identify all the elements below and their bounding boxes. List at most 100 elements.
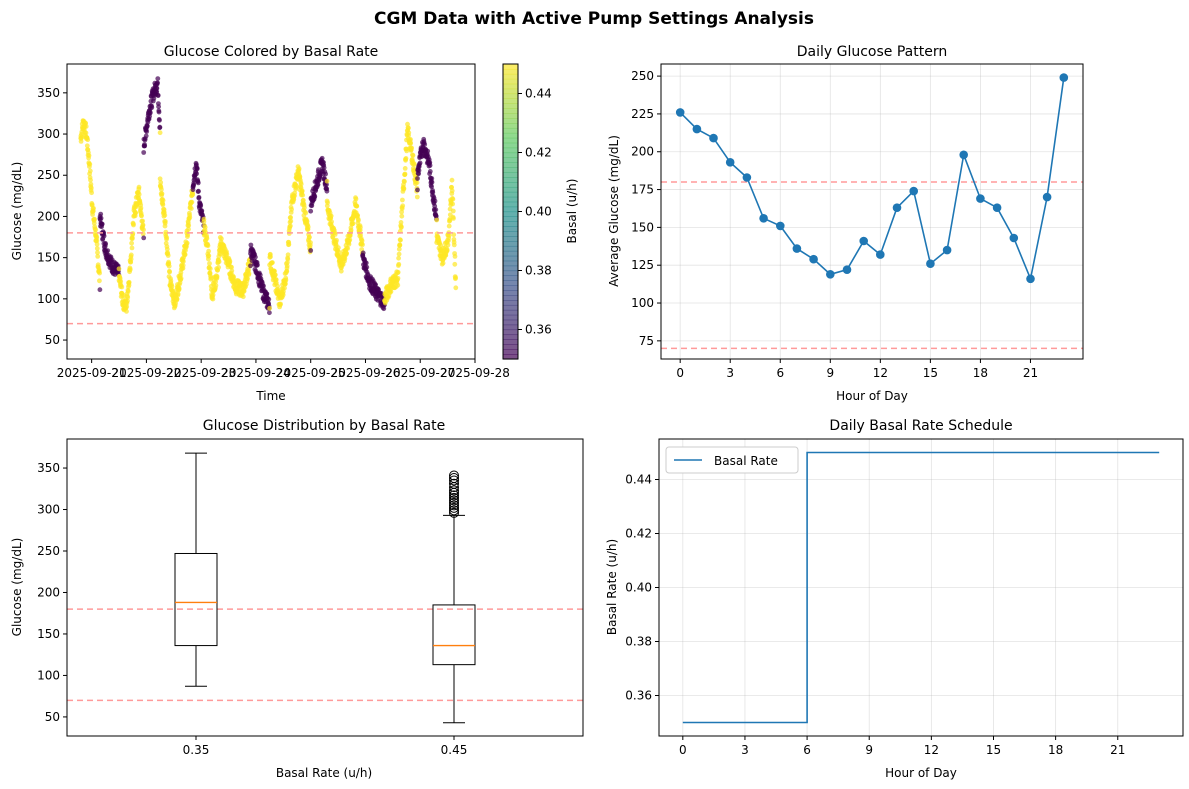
data-point (976, 194, 985, 203)
scatter-point (417, 160, 423, 166)
scatter-point (85, 137, 91, 143)
scatter-point (396, 246, 402, 252)
data-point (692, 124, 702, 134)
scatter-point (159, 191, 165, 197)
scatter-point (157, 176, 163, 182)
x-tick-label: 0.35 (183, 743, 210, 757)
scatter-point (166, 263, 172, 269)
scatter-point (257, 272, 263, 278)
scatter-point (156, 104, 162, 110)
scatter-point (151, 96, 157, 101)
scatter-point (415, 176, 420, 181)
scatter-point (139, 213, 144, 219)
scatter-point (414, 194, 420, 200)
colorbar-tick-label: 0.36 (525, 323, 552, 337)
x-tick-label: 3 (726, 366, 734, 380)
scatter-point (88, 177, 93, 183)
scatter-point (410, 153, 416, 158)
y-tick-label: 50 (45, 710, 60, 724)
colorbar-band (503, 64, 518, 70)
scatter-point (199, 208, 205, 214)
scatter-point (338, 268, 344, 274)
scatter-point (144, 123, 150, 129)
scatter-point (261, 283, 266, 289)
scatter-point (144, 129, 150, 134)
scatter-point (396, 261, 402, 267)
data-point (1009, 233, 1019, 243)
colorbar-band (503, 329, 518, 336)
y-tick-label: 250 (37, 168, 60, 182)
x-tick-label: 21 (1110, 743, 1125, 757)
scatter-point (444, 248, 450, 253)
y-tick-label: 75 (639, 334, 654, 348)
scatter-point (174, 296, 180, 302)
x-tick-label: 2025-09-24 (221, 366, 291, 380)
scatter-point (129, 245, 135, 251)
scatter-point (315, 182, 321, 188)
scatter-point (451, 216, 456, 221)
data-point (992, 203, 1002, 212)
scatter-point (321, 165, 327, 171)
x-tick-label: 12 (924, 743, 939, 757)
data-point (876, 250, 885, 259)
box-iqr (174, 552, 218, 647)
scatter-point (453, 275, 458, 281)
x-tick-label: 6 (803, 743, 811, 757)
scatter-point (398, 220, 404, 225)
colorbar-band (503, 113, 518, 119)
scatter-point (399, 224, 404, 230)
scatter-point (128, 256, 134, 262)
scatter-point (450, 196, 456, 202)
scatter-point (182, 252, 188, 257)
x-tick-label: 15 (923, 366, 938, 380)
colorbar-band (503, 280, 518, 286)
scatter-point (194, 171, 200, 177)
scatter-point (105, 248, 111, 254)
x-tick-label: 9 (826, 366, 834, 380)
scatter-point (397, 242, 403, 248)
scatter-ylabel: Glucose (mg/dL) (10, 162, 24, 261)
x-tick-label: 0.45 (441, 743, 468, 757)
x-tick-label: 2025-09-22 (112, 366, 182, 380)
x-tick-label: 2025-09-23 (166, 366, 236, 380)
y-tick-label: 100 (37, 292, 60, 306)
x-tick-label: 0 (679, 743, 687, 757)
scatter-point (286, 242, 292, 247)
series-line (679, 77, 1065, 282)
data-point (776, 221, 785, 231)
scatter-point (84, 143, 90, 149)
scatter-point (402, 179, 407, 185)
colorbar-band (503, 265, 518, 272)
colorbar-band (503, 250, 518, 257)
scatter-point (97, 270, 102, 276)
scatter-point (219, 236, 224, 242)
x-tick-label: 2025-09-27 (385, 366, 455, 380)
data-point (709, 133, 718, 143)
scatter-point (87, 168, 93, 174)
axes-frame (66, 438, 584, 737)
x-tick-label: 2025-09-26 (331, 366, 401, 380)
figure-suptitle: CGM Data with Active Pump Settings Analy… (374, 9, 814, 29)
scatter-point (149, 105, 155, 110)
line-xlabel: Hour of Day (836, 389, 908, 403)
scatter-point (103, 241, 108, 247)
colorbar-band (503, 255, 518, 262)
scatter-point (402, 166, 408, 171)
colorbar-band (503, 93, 518, 100)
scatter-point (451, 242, 457, 248)
scatter-point (427, 163, 433, 168)
scatter-point (83, 124, 89, 129)
scatter-point (452, 261, 458, 267)
scatter-point (241, 288, 247, 294)
colorbar-band (503, 304, 518, 311)
scatter-point (307, 234, 312, 240)
colorbar-band (503, 88, 518, 95)
scatter-point (360, 250, 366, 256)
x-tick-label: 3 (741, 743, 749, 757)
y-tick-label: 350 (37, 461, 60, 475)
colorbar-band (503, 241, 518, 247)
scatter-point (403, 156, 409, 161)
colorbar-band (503, 236, 518, 242)
scatter-point (381, 306, 387, 312)
scatter-points (78, 76, 459, 316)
